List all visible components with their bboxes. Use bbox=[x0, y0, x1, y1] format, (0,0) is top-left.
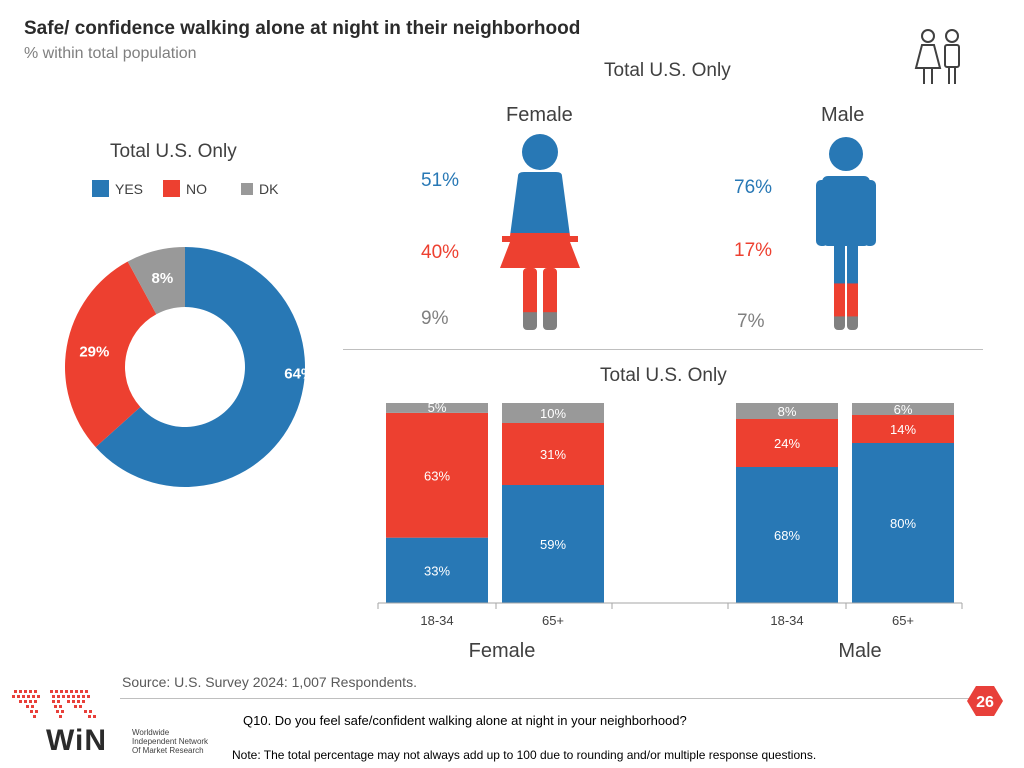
male-figure-icon bbox=[816, 137, 876, 330]
group-label-female: Female bbox=[469, 640, 536, 662]
page-subtitle: % within total population bbox=[24, 45, 197, 62]
bar-2-no bbox=[502, 423, 604, 485]
legend-label-yes: YES bbox=[115, 180, 144, 197]
footer-rule bbox=[120, 698, 982, 699]
legend-item-dk: DK bbox=[241, 181, 278, 197]
male-dk-label: 7% bbox=[737, 311, 765, 332]
bar-4-dk bbox=[852, 403, 954, 415]
legend-swatch-dk bbox=[241, 182, 254, 195]
bar-2-yes bbox=[502, 485, 604, 603]
bar-label-1-no: 63% bbox=[424, 468, 450, 483]
bar-label-4-no: 14% bbox=[890, 422, 916, 437]
footnote-text: Note: The total percentage may not alway… bbox=[232, 748, 817, 762]
stacked-title: Total U.S. Only bbox=[600, 365, 727, 386]
group-label-male: Male bbox=[838, 640, 881, 662]
bar-label-2-dk: 10% bbox=[540, 406, 566, 421]
bar-label-2-no: 31% bbox=[540, 447, 566, 462]
female-no-label: 40% bbox=[421, 242, 460, 263]
male-figure-heading: Male bbox=[821, 104, 865, 126]
donut-label-yes: 64% bbox=[284, 366, 314, 383]
figures-title: Total U.S. Only bbox=[604, 60, 731, 81]
bar-2-dk bbox=[502, 403, 604, 423]
donut-chart: 64% 29% 8% bbox=[64, 247, 314, 487]
source-note: Source: U.S. Survey 2024: 1,007 Responde… bbox=[122, 674, 417, 690]
category-label-4: 65+ bbox=[892, 613, 914, 628]
page-number-badge: 26 bbox=[967, 686, 1003, 716]
legend-label-dk: DK bbox=[259, 180, 279, 197]
male-dk-fill bbox=[816, 316, 876, 330]
logo-tagline: Worldwide Independent Network Of Market … bbox=[132, 728, 208, 755]
world-map-dots-logo bbox=[12, 690, 96, 718]
legend-swatch-yes bbox=[92, 180, 109, 197]
bar-4-yes bbox=[852, 443, 954, 603]
bar-3-yes bbox=[736, 467, 838, 603]
female-no-fill bbox=[500, 232, 580, 313]
bar-4-no bbox=[852, 415, 954, 443]
stacked-bar-chart: 33% 63% 5% 18-34 59% 31% 10% 65+ 68% 24% 8% 18-34 80… bbox=[377, 400, 963, 662]
bar-label-3-no: 24% bbox=[774, 436, 800, 451]
logo-wordmark: WiN bbox=[46, 724, 108, 757]
male-yes-fill bbox=[816, 137, 876, 284]
donut-slice-yes bbox=[95, 247, 306, 487]
bar-3-dk bbox=[736, 403, 838, 419]
female-yes-label: 51% bbox=[421, 170, 460, 191]
bar-label-1-dk: 5% bbox=[428, 400, 447, 415]
category-label-2: 65+ bbox=[542, 613, 564, 628]
page-number: 26 bbox=[976, 694, 994, 711]
couple-icon bbox=[914, 29, 960, 84]
category-label-3: 18-34 bbox=[770, 613, 803, 628]
bar-label-4-dk: 6% bbox=[894, 402, 913, 417]
female-dk-fill bbox=[500, 312, 580, 330]
bar-label-2-yes: 59% bbox=[540, 537, 566, 552]
bar-label-4-yes: 80% bbox=[890, 516, 916, 531]
male-no-fill bbox=[816, 283, 876, 317]
donut-slice-dk bbox=[127, 247, 185, 315]
page-title: Safe/ confidence walking alone at night … bbox=[24, 18, 581, 39]
legend-item-yes: YES bbox=[92, 180, 143, 197]
bar-label-3-dk: 8% bbox=[778, 404, 797, 419]
category-label-1: 18-34 bbox=[420, 613, 453, 628]
bar-3-no bbox=[736, 419, 838, 467]
question-text: Q10. Do you feel safe/confident walking … bbox=[243, 713, 687, 728]
donut-title: Total U.S. Only bbox=[110, 141, 237, 162]
bar-1-yes bbox=[386, 537, 488, 603]
donut-legend: YES NO DK bbox=[92, 180, 298, 197]
male-yes-label: 76% bbox=[734, 177, 773, 198]
logo-tagline-line-2: Independent Network bbox=[132, 737, 209, 746]
logo-tagline-line-1: Worldwide bbox=[132, 728, 170, 737]
section-divider bbox=[343, 349, 983, 350]
legend-label-no: NO bbox=[186, 180, 208, 197]
female-yes-fill bbox=[500, 134, 580, 234]
male-no-label: 17% bbox=[734, 240, 773, 261]
female-dk-label: 9% bbox=[421, 308, 449, 329]
female-figure-icon bbox=[500, 134, 580, 330]
female-figure-heading: Female bbox=[506, 104, 573, 126]
donut-label-no: 29% bbox=[79, 343, 109, 360]
logo-tagline-line-3: Of Market Research bbox=[132, 746, 204, 755]
bar-label-3-yes: 68% bbox=[774, 528, 800, 543]
donut-slice-no bbox=[64, 261, 157, 448]
bar-1-no bbox=[386, 412, 488, 538]
legend-item-no: NO bbox=[163, 180, 207, 197]
bar-label-1-yes: 33% bbox=[424, 563, 450, 578]
legend-swatch-no bbox=[163, 180, 181, 197]
bar-1-dk bbox=[386, 403, 488, 413]
donut-label-dk: 8% bbox=[151, 270, 173, 287]
